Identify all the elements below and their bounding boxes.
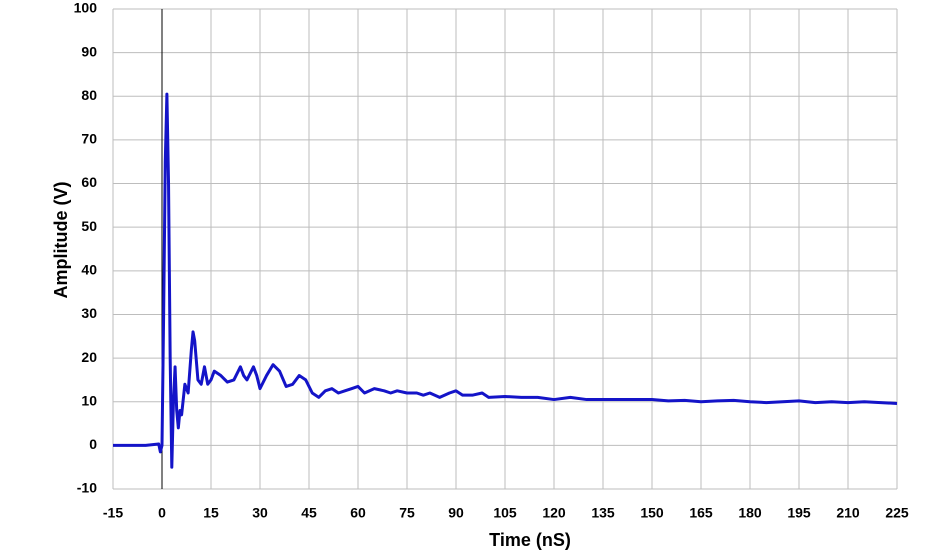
x-tick-label: 195: [787, 505, 811, 521]
x-tick-label: 60: [350, 505, 366, 521]
y-tick-label: 60: [81, 174, 97, 190]
x-tick-label: 15: [203, 505, 219, 521]
y-tick-label: -10: [77, 480, 97, 496]
x-tick-label: 165: [689, 505, 713, 521]
x-tick-label: 210: [836, 505, 860, 521]
y-tick-label: 80: [81, 87, 97, 103]
y-tick-label: 20: [81, 349, 97, 365]
y-axis-title: Amplitude (V): [51, 182, 71, 299]
x-tick-label: -15: [103, 505, 123, 521]
y-tick-label: 40: [81, 262, 97, 278]
y-tick-label: 100: [74, 0, 98, 16]
x-axis-title: Time (nS): [489, 530, 571, 550]
x-tick-label: 30: [252, 505, 268, 521]
y-tick-label: 50: [81, 218, 97, 234]
x-tick-label: 75: [399, 505, 415, 521]
x-tick-label: 150: [640, 505, 664, 521]
y-tick-label: 70: [81, 131, 97, 147]
x-tick-label: 180: [738, 505, 762, 521]
x-tick-label: 135: [591, 505, 615, 521]
x-tick-label: 225: [885, 505, 909, 521]
y-tick-label: 10: [81, 392, 97, 408]
x-tick-label: 0: [158, 505, 166, 521]
x-tick-label: 45: [301, 505, 317, 521]
data-line: [113, 92, 898, 469]
x-tick-label: 90: [448, 505, 464, 521]
y-tick-label: 90: [81, 43, 97, 59]
y-tick-label: 0: [89, 436, 97, 452]
x-tick-label: 105: [493, 505, 517, 521]
x-tick-label: 120: [542, 505, 566, 521]
y-tick-label: 30: [81, 305, 97, 321]
